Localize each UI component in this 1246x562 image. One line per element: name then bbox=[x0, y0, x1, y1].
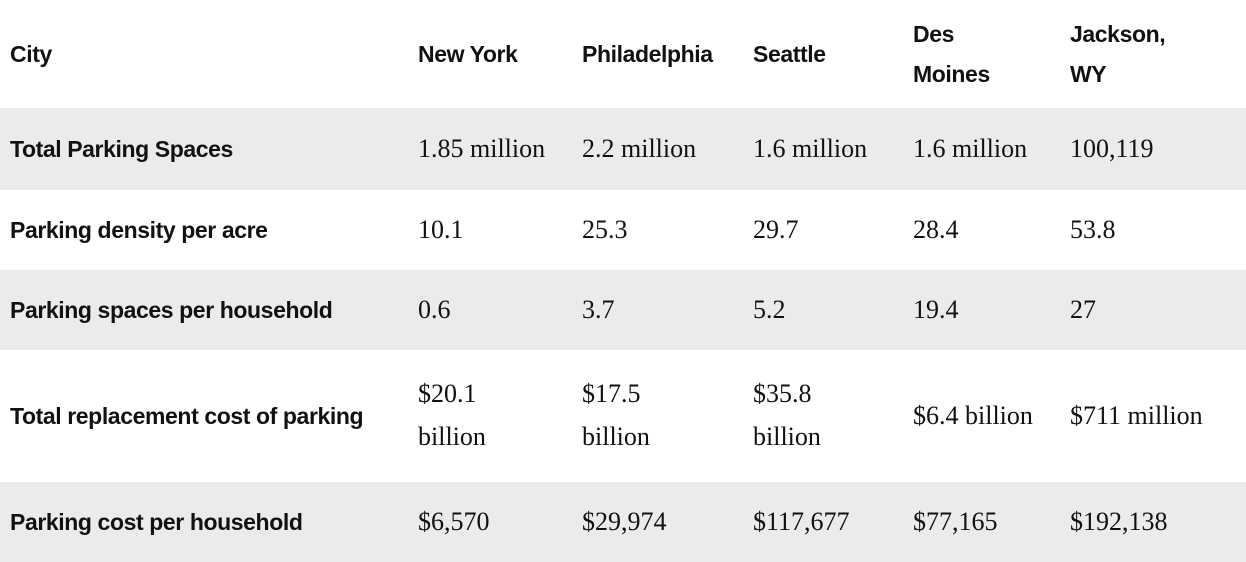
cell-replacement-jackson-wy: $711 million bbox=[1070, 400, 1203, 430]
cell-density-jackson-wy: 53.8 bbox=[1070, 214, 1116, 244]
cell-spaces-hh-new-york: 0.6 bbox=[418, 294, 451, 324]
cell-cost-hh-jackson-wy: $192,138 bbox=[1070, 506, 1168, 536]
cell-cost-hh-des-moines: $77,165 bbox=[913, 506, 998, 536]
header-cell-jackson-wy-label: Jackson, WY bbox=[1070, 20, 1166, 87]
cell-total-spaces-philadelphia: 2.2 million bbox=[582, 133, 697, 163]
cell-replacement-seattle-text: $35.8 billion bbox=[753, 379, 821, 451]
cell-total-spaces-jackson-wy: 100,119 bbox=[1070, 133, 1154, 163]
cell-cost-hh-seattle: $117,677 bbox=[753, 506, 850, 536]
header-row: City New York Philadelphia Seattle Des M… bbox=[0, 0, 1246, 108]
cell-spaces-hh-des-moines: 19.4 bbox=[913, 294, 959, 324]
cell-total-spaces-new-york: 1.85 million bbox=[418, 133, 546, 163]
table-row-total-parking-spaces: Total Parking Spaces 1.85 million 2.2 mi… bbox=[0, 108, 1246, 190]
cell-spaces-hh-philadelphia: 3.7 bbox=[582, 294, 615, 324]
cell-cost-hh-philadelphia: $29,974 bbox=[582, 506, 667, 536]
cell-replacement-new-york-text: $20.1 billion bbox=[418, 379, 486, 451]
cell-replacement-philadelphia-text: $17.5 billion bbox=[582, 379, 650, 451]
row-label-cost-per-household: Parking cost per household bbox=[10, 508, 303, 535]
header-cell-des-moines-label: Des Moines bbox=[913, 20, 990, 87]
cell-total-spaces-seattle: 1.6 million bbox=[753, 133, 868, 163]
table-row-replacement-cost: Total replacement cost of parking $20.1 … bbox=[0, 350, 1246, 482]
cell-density-new-york: 10.1 bbox=[418, 214, 464, 244]
cell-density-des-moines: 28.4 bbox=[913, 214, 959, 244]
table-row-cost-per-household: Parking cost per household $6,570 $29,97… bbox=[0, 482, 1246, 562]
cell-replacement-seattle: $35.8 billion bbox=[753, 350, 913, 482]
header-cell-jackson-wy: Jackson, WY bbox=[1070, 0, 1246, 108]
cell-total-spaces-des-moines: 1.6 million bbox=[913, 133, 1028, 163]
cell-replacement-new-york: $20.1 billion bbox=[418, 350, 582, 482]
row-label-spaces-per-household: Parking spaces per household bbox=[10, 296, 333, 323]
header-cell-seattle: Seattle bbox=[753, 40, 826, 67]
row-label-parking-density: Parking density per acre bbox=[10, 216, 268, 243]
cell-replacement-des-moines: $6.4 billion bbox=[913, 400, 1033, 430]
header-cell-new-york: New York bbox=[418, 40, 518, 67]
header-cell-philadelphia: Philadelphia bbox=[582, 40, 713, 67]
cell-spaces-hh-jackson-wy: 27 bbox=[1070, 294, 1096, 324]
row-label-replacement-cost: Total replacement cost of parking bbox=[10, 402, 364, 429]
cell-spaces-hh-seattle: 5.2 bbox=[753, 294, 786, 324]
header-cell-city: City bbox=[10, 40, 52, 67]
header-cell-des-moines: Des Moines bbox=[913, 0, 1070, 108]
cell-density-philadelphia: 25.3 bbox=[582, 214, 628, 244]
table-row-parking-density: Parking density per acre 10.1 25.3 29.7 … bbox=[0, 190, 1246, 270]
cell-density-seattle: 29.7 bbox=[753, 214, 799, 244]
cell-cost-hh-new-york: $6,570 bbox=[418, 506, 490, 536]
cell-replacement-philadelphia: $17.5 billion bbox=[582, 350, 753, 482]
table-row-spaces-per-household: Parking spaces per household 0.6 3.7 5.2… bbox=[0, 270, 1246, 350]
row-label-total-parking-spaces: Total Parking Spaces bbox=[10, 135, 233, 162]
